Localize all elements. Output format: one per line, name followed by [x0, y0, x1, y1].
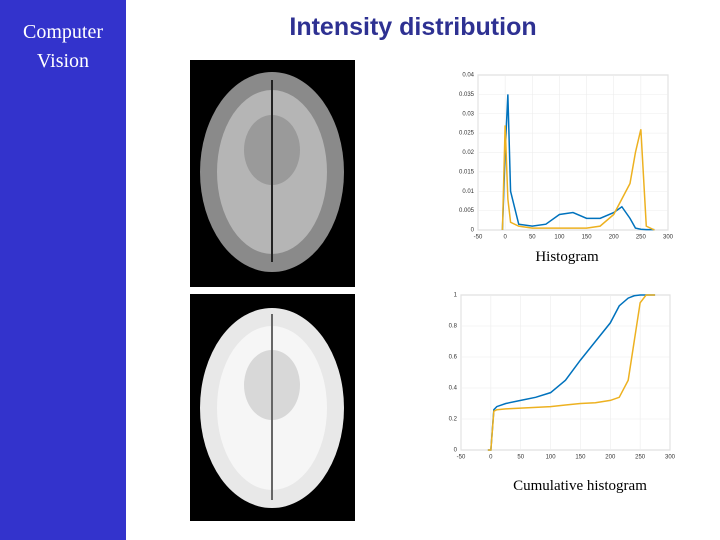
x-tick-label: 100	[546, 455, 557, 461]
y-tick-label: 0.02	[462, 150, 474, 156]
x-tick-label: 250	[636, 235, 647, 241]
x-tick-label: 50	[529, 235, 536, 241]
y-tick-label: 0.6	[449, 355, 458, 361]
data-line	[501, 94, 655, 231]
data-line	[487, 294, 656, 451]
x-tick-label: 0	[489, 455, 493, 461]
plot-area	[460, 294, 671, 451]
y-tick-label: 0	[454, 448, 458, 454]
x-tick-label: 250	[635, 455, 646, 461]
x-tick-label: -50	[474, 235, 483, 241]
y-tick-label: 0.04	[462, 73, 474, 79]
y-tick-label: 0.01	[462, 189, 474, 195]
y-tick-label: 0.015	[459, 169, 475, 175]
sidebar-text: Computer	[23, 21, 103, 43]
x-tick-label: 300	[665, 455, 676, 461]
x-tick-label: 100	[554, 235, 565, 241]
slide-title: Intensity distribution	[289, 13, 536, 41]
y-tick-label: 1	[454, 293, 458, 299]
y-tick-label: 0.025	[459, 131, 475, 137]
caption: Histogram	[535, 249, 599, 265]
y-tick-label: 0.035	[459, 92, 475, 98]
y-tick-label: 0.2	[449, 417, 458, 423]
x-tick-label: 50	[517, 455, 524, 461]
x-tick-label: 200	[605, 455, 616, 461]
x-tick-label: 200	[609, 235, 620, 241]
sidebar	[0, 0, 126, 540]
data-line	[487, 294, 656, 451]
x-tick-label: 150	[575, 455, 586, 461]
y-tick-label: 0.4	[449, 386, 458, 392]
y-tick-label: 0.03	[462, 111, 474, 117]
data-line	[501, 125, 655, 231]
x-tick-label: 150	[582, 235, 593, 241]
y-tick-label: 0	[471, 228, 475, 234]
x-tick-label: -50	[457, 455, 466, 461]
caption: Cumulative histogram	[513, 478, 647, 494]
sidebar-text: Vision	[37, 50, 89, 72]
x-tick-label: 0	[503, 235, 507, 241]
y-tick-label: 0.8	[449, 324, 458, 330]
brain-image	[190, 60, 355, 287]
x-tick-label: 300	[663, 235, 674, 241]
y-tick-label: 0.005	[459, 208, 475, 214]
brain-image	[190, 294, 355, 521]
